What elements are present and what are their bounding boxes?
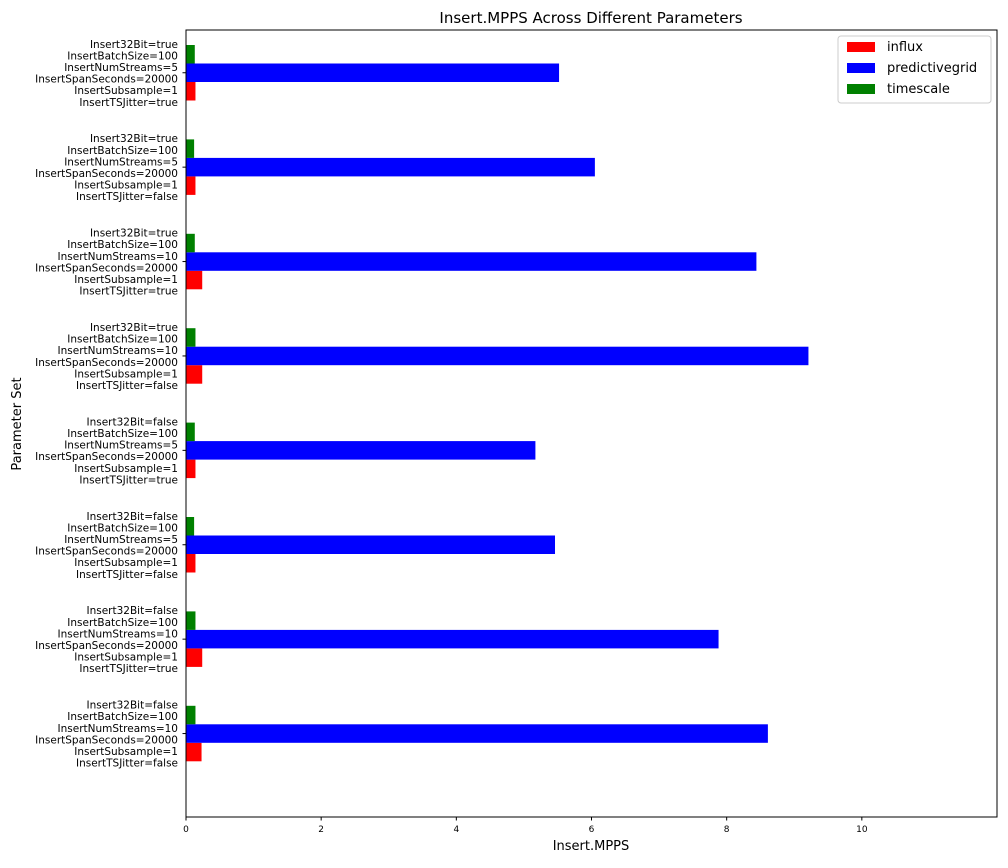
y-tick-label-1-line-5: InsertSubsample=1 [74, 85, 178, 97]
bar-predictivegrid-4 [186, 346, 809, 366]
y-tick-label-1-line-4: InsertSpanSeconds=20000 [35, 74, 178, 86]
bar-timescale-4 [186, 328, 196, 347]
y-tick-label-4-line-1: Insert32Bit=true [90, 322, 178, 334]
x-tick-label-2: 2 [318, 825, 324, 835]
y-tick-label-1-line-1: Insert32Bit=true [90, 39, 178, 51]
bar-timescale-7 [186, 611, 196, 630]
y-tick-label-6-line-2: InsertBatchSize=100 [67, 522, 178, 534]
x-tick-label-10: 10 [856, 825, 868, 835]
legend-swatch-timescale [847, 84, 875, 94]
y-tick-label-8-line-4: InsertSpanSeconds=20000 [35, 734, 178, 746]
bar-timescale-5 [186, 422, 195, 442]
y-tick-label-8-line-6: InsertTSJitter=false [76, 758, 178, 770]
bar-influx-8 [186, 742, 202, 762]
bar-predictivegrid-1 [186, 63, 560, 82]
y-tick-label-7-line-5: InsertSubsample=1 [74, 652, 178, 664]
bar-influx-3 [186, 270, 203, 290]
bar-influx-5 [186, 459, 196, 479]
y-tick-label-8-line-2: InsertBatchSize=100 [67, 711, 178, 723]
y-tick-label-5-line-4: InsertSpanSeconds=20000 [35, 451, 178, 463]
bar-predictivegrid-5 [186, 441, 536, 460]
bar-influx-2 [186, 176, 196, 195]
x-axis-ticks: 0 2 4 6 8 10 [183, 817, 868, 835]
y-tick-label-2-line-3: InsertNumStreams=5 [64, 156, 178, 168]
bar-influx-6 [186, 554, 196, 573]
y-tick-label-3-line-1: Insert32Bit=true [90, 228, 178, 240]
bars-layer [186, 45, 809, 762]
legend-swatch-influx [847, 42, 875, 52]
legend: influx predictivegrid timescale [837, 35, 992, 104]
legend-label-timescale: timescale [887, 82, 950, 97]
bar-timescale-3 [186, 233, 195, 253]
y-tick-label-5-line-3: InsertNumStreams=5 [64, 440, 178, 452]
bar-predictivegrid-7 [186, 629, 719, 649]
y-tick-label-2-line-6: InsertTSJitter=false [76, 191, 178, 203]
y-axis-label: Parameter Set [10, 377, 25, 470]
y-tick-label-7-line-1: Insert32Bit=false [87, 605, 179, 617]
y-tick-label-4-line-5: InsertSubsample=1 [74, 368, 178, 380]
y-tick-label-2-line-5: InsertSubsample=1 [74, 180, 178, 192]
y-tick-label-3-line-6: InsertTSJitter=true [79, 286, 178, 298]
bar-influx-1 [186, 82, 196, 101]
y-tick-label-5-line-2: InsertBatchSize=100 [67, 428, 178, 440]
y-tick-label-1-line-6: InsertTSJitter=true [79, 97, 178, 109]
y-tick-label-8-line-1: Insert32Bit=false [87, 700, 179, 712]
bar-predictivegrid-6 [186, 535, 556, 554]
legend-swatch-predictivegrid [847, 63, 875, 73]
bar-timescale-2 [186, 139, 195, 158]
y-tick-label-4-line-6: InsertTSJitter=false [76, 380, 178, 392]
bar-influx-7 [186, 648, 203, 667]
y-tick-label-5-line-6: InsertTSJitter=true [79, 474, 178, 486]
y-tick-label-4-line-4: InsertSpanSeconds=20000 [35, 357, 178, 369]
y-tick-label-6-line-3: InsertNumStreams=5 [64, 534, 178, 546]
x-tick-label-6: 6 [589, 825, 595, 835]
legend-box [837, 35, 992, 104]
x-axis-label: Insert.MPPS [553, 839, 630, 854]
y-tick-label-8-line-5: InsertSubsample=1 [74, 746, 178, 758]
y-tick-label-3-line-5: InsertSubsample=1 [74, 274, 178, 286]
y-tick-label-6-line-4: InsertSpanSeconds=20000 [35, 546, 178, 558]
bar-predictivegrid-3 [186, 252, 757, 271]
bar-timescale-6 [186, 517, 195, 536]
y-tick-label-1-line-3: InsertNumStreams=5 [64, 62, 178, 74]
y-tick-label-5-line-5: InsertSubsample=1 [74, 463, 178, 475]
x-tick-label-8: 8 [724, 825, 730, 835]
y-tick-label-1-line-2: InsertBatchSize=100 [67, 50, 178, 62]
y-tick-label-6-line-6: InsertTSJitter=false [76, 569, 178, 581]
legend-label-predictivegrid: predictivegrid [887, 61, 977, 76]
plot-frame [185, 29, 998, 818]
bar-influx-4 [186, 365, 203, 384]
y-tick-label-2-line-2: InsertBatchSize=100 [67, 145, 178, 157]
legend-label-influx: influx [887, 40, 923, 55]
y-tick-label-2-line-1: Insert32Bit=true [90, 133, 178, 145]
bar-timescale-8 [186, 705, 196, 725]
y-tick-label-4-line-3: InsertNumStreams=10 [58, 345, 178, 357]
y-tick-label-7-line-6: InsertTSJitter=true [79, 663, 178, 675]
y-tick-label-7-line-4: InsertSpanSeconds=20000 [35, 640, 178, 652]
x-tick-label-0: 0 [183, 825, 189, 835]
bar-timescale-1 [186, 45, 195, 64]
bar-predictivegrid-2 [186, 157, 595, 177]
y-tick-label-3-line-2: InsertBatchSize=100 [67, 239, 178, 251]
y-tick-label-3-line-4: InsertSpanSeconds=20000 [35, 262, 178, 274]
chart-title: Insert.MPPS Across Different Parameters [439, 9, 742, 27]
y-tick-label-8-line-3: InsertNumStreams=10 [58, 723, 178, 735]
y-tick-label-3-line-3: InsertNumStreams=10 [58, 251, 178, 263]
y-tick-label-7-line-2: InsertBatchSize=100 [67, 617, 178, 629]
y-tick-labels: Insert32Bit=trueInsertBatchSize=100Inser… [35, 39, 186, 770]
y-tick-label-6-line-1: Insert32Bit=false [87, 511, 179, 523]
y-tick-label-6-line-5: InsertSubsample=1 [74, 557, 178, 569]
y-tick-label-4-line-2: InsertBatchSize=100 [67, 334, 178, 346]
y-tick-label-5-line-1: Insert32Bit=false [87, 416, 179, 428]
bar-predictivegrid-8 [186, 724, 768, 743]
y-tick-label-7-line-3: InsertNumStreams=10 [58, 628, 178, 640]
x-tick-label-4: 4 [453, 825, 459, 835]
y-tick-label-2-line-4: InsertSpanSeconds=20000 [35, 168, 178, 180]
